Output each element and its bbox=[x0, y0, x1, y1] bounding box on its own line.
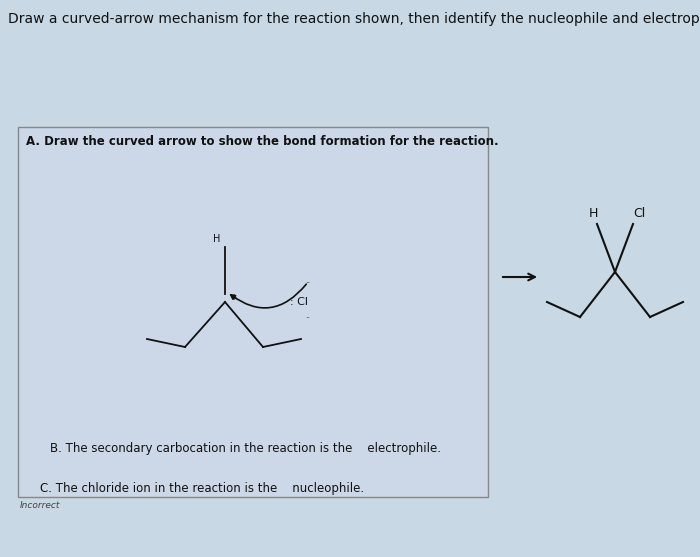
Text: Draw a curved-arrow mechanism for the reaction shown, then identify the nucleoph: Draw a curved-arrow mechanism for the re… bbox=[8, 12, 700, 26]
Text: B. The secondary carbocation in the reaction is the    electrophile.: B. The secondary carbocation in the reac… bbox=[50, 442, 441, 455]
FancyArrowPatch shape bbox=[231, 284, 307, 308]
Text: Incorrect: Incorrect bbox=[20, 501, 60, 510]
Bar bbox=[18, 127, 488, 497]
Text: Cl: Cl bbox=[633, 207, 645, 220]
Text: ··: ·· bbox=[305, 314, 311, 323]
Text: H: H bbox=[588, 207, 598, 220]
Text: C. The chloride ion in the reaction is the    nucleophile.: C. The chloride ion in the reaction is t… bbox=[40, 482, 364, 495]
Text: A. Draw the curved arrow to show the bond formation for the reaction.: A. Draw the curved arrow to show the bon… bbox=[26, 135, 498, 148]
Text: +: + bbox=[230, 292, 237, 301]
Text: : Cl: : Cl bbox=[290, 297, 308, 307]
Text: H: H bbox=[214, 234, 220, 244]
Text: ··: ·· bbox=[305, 279, 311, 288]
